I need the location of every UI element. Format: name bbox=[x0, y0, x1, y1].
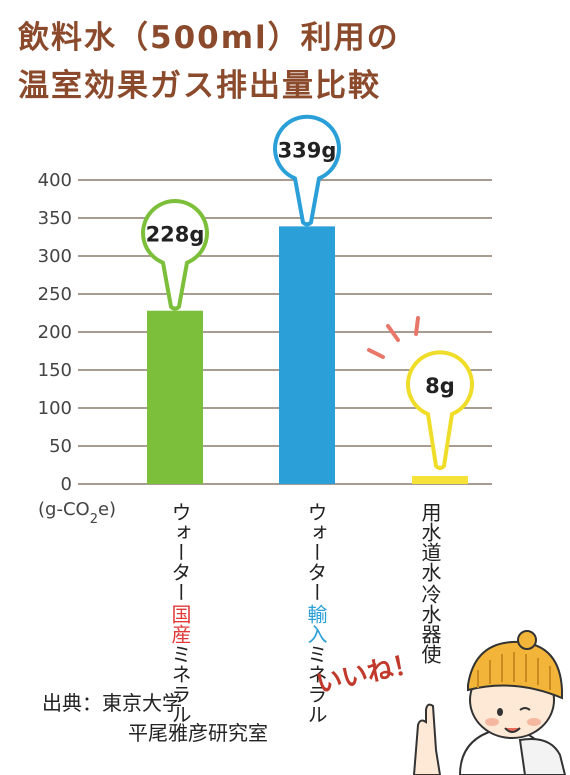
y-tick-labels: 0 50 100 150 200 250 300 350 400 bbox=[38, 170, 72, 495]
value-bubble: 228g bbox=[141, 199, 209, 311]
y-tick-label: 0 bbox=[61, 474, 72, 495]
bar bbox=[412, 476, 468, 484]
category-highlight: 輸入 bbox=[304, 604, 328, 644]
source-line2: 平尾雅彦研究室 bbox=[128, 721, 268, 745]
source-note: 出典：東京大学 平尾雅彦研究室 bbox=[42, 688, 268, 748]
data-label: 339g bbox=[278, 138, 337, 162]
y-tick-label: 100 bbox=[38, 398, 72, 419]
y-tick-label: 250 bbox=[38, 284, 72, 305]
y-tick-label: 350 bbox=[38, 208, 72, 229]
girl-illustration-icon bbox=[412, 630, 567, 775]
data-label: 8g bbox=[425, 374, 455, 398]
value-bubble: 8g bbox=[406, 350, 474, 470]
y-tick-label: 150 bbox=[38, 360, 72, 381]
bar bbox=[279, 226, 335, 485]
y-tick-label: 400 bbox=[38, 170, 72, 191]
data-label: 228g bbox=[146, 223, 205, 247]
alert-lines-icon bbox=[367, 316, 420, 359]
category-label-imported: 輸入ミネラル ウォーター bbox=[304, 502, 328, 724]
bar bbox=[147, 310, 203, 484]
y-unit-label: (g-CO2e) bbox=[38, 499, 116, 527]
category-label-domestic: 国産ミネラル ウォーター bbox=[168, 502, 192, 724]
y-tick-label: 300 bbox=[38, 246, 72, 267]
chart-title-line2: 温室効果ガス排出量比較 bbox=[18, 68, 381, 104]
source-line1: 出典：東京大学 bbox=[42, 691, 182, 715]
bars bbox=[147, 226, 468, 485]
category-highlight: 国産 bbox=[168, 604, 192, 644]
value-bubbles: 228g 339g 8g bbox=[141, 114, 474, 470]
category-label-tap-water: 冷水器使 用水道水 bbox=[418, 502, 442, 664]
y-tick-label: 200 bbox=[38, 322, 72, 343]
value-bubble: 339g bbox=[273, 114, 341, 227]
y-tick-label: 50 bbox=[49, 436, 72, 457]
chart-title-line1: 飲料水（500ml）利用の bbox=[18, 20, 400, 56]
